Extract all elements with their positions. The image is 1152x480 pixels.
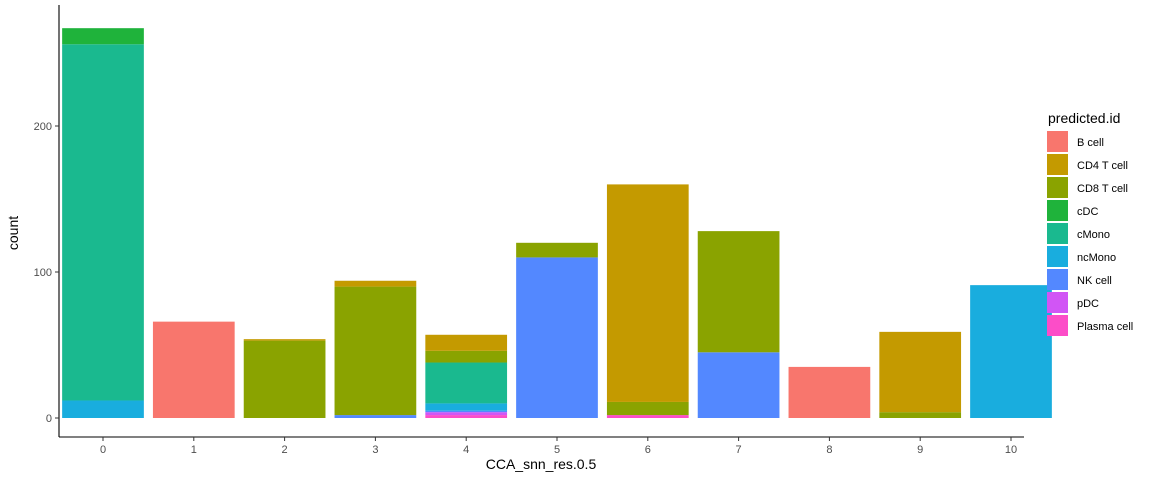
bar-segment xyxy=(970,285,1052,418)
legend-key xyxy=(1047,131,1068,152)
bar-segment xyxy=(879,331,962,413)
x-tick-label: 5 xyxy=(554,444,560,456)
legend-key xyxy=(1047,200,1068,221)
legend-key xyxy=(1047,292,1068,313)
bar-segment xyxy=(425,412,508,416)
bar-segment xyxy=(879,412,962,418)
bar-segment xyxy=(606,184,689,402)
bar-segment xyxy=(516,257,598,418)
bar-segment xyxy=(425,410,508,413)
bar-segment xyxy=(425,415,508,418)
x-tick-label: 7 xyxy=(736,444,742,456)
legend-label: cMono xyxy=(1077,229,1110,241)
legend-label: ncMono xyxy=(1077,252,1116,264)
y-axis-title: count xyxy=(5,216,21,250)
x-tick-label: 10 xyxy=(1005,444,1017,456)
bars-layer xyxy=(62,28,1052,418)
bar-segment xyxy=(697,352,780,418)
legend: predicted.id B cell CD4 T cell CD8 T cell c… xyxy=(1047,110,1133,336)
y-tick-label: 200 xyxy=(34,121,52,133)
x-tick-label: 0 xyxy=(100,444,106,456)
bar-segment xyxy=(516,242,598,258)
legend-label: CD8 T cell xyxy=(1077,183,1128,195)
bar-segment xyxy=(334,280,417,287)
bar-segment xyxy=(152,321,235,418)
bar-segment xyxy=(243,339,326,341)
legend-label: pDC xyxy=(1077,298,1099,310)
bar-segment xyxy=(425,362,508,404)
y-tick-label: 100 xyxy=(34,267,52,279)
x-tick-label: 2 xyxy=(282,444,288,456)
y-tick-label: 0 xyxy=(46,413,52,425)
x-tick-label: 8 xyxy=(826,444,832,456)
y-ticks: 0 100 200 xyxy=(34,121,59,425)
bar-segment xyxy=(606,415,689,418)
bar-segment xyxy=(425,350,508,363)
x-axis-title: CCA_snn_res.0.5 xyxy=(486,456,597,472)
legend-key xyxy=(1047,269,1068,290)
bar-segment xyxy=(62,28,144,45)
x-tick-label: 4 xyxy=(463,444,469,456)
legend-title: predicted.id xyxy=(1048,110,1120,126)
legend-label: B cell xyxy=(1077,137,1104,149)
bar-segment xyxy=(243,340,326,418)
legend-key xyxy=(1047,246,1068,267)
bar-segment xyxy=(62,44,144,401)
bar-segment xyxy=(425,334,508,351)
legend-label: Plasma cell xyxy=(1077,321,1133,333)
bar-segment xyxy=(62,400,144,418)
legend-label: cDC xyxy=(1077,206,1098,218)
bar-segment xyxy=(334,415,417,418)
bar-segment xyxy=(425,403,508,411)
x-ticks: 0 1 2 3 4 5 6 7 8 9 10 xyxy=(100,437,1017,456)
bar-segment xyxy=(606,401,689,416)
legend-label: NK cell xyxy=(1077,275,1112,287)
legend-key xyxy=(1047,154,1068,175)
bar-segment xyxy=(788,366,871,418)
legend-key xyxy=(1047,223,1068,244)
x-tick-label: 9 xyxy=(917,444,923,456)
bar-segment xyxy=(697,231,780,353)
x-tick-label: 6 xyxy=(645,444,651,456)
legend-key xyxy=(1047,315,1068,336)
bar-segment xyxy=(334,286,417,416)
x-tick-label: 3 xyxy=(372,444,378,456)
legend-key xyxy=(1047,177,1068,198)
legend-label: CD4 T cell xyxy=(1077,160,1128,172)
x-tick-label: 1 xyxy=(191,444,197,456)
